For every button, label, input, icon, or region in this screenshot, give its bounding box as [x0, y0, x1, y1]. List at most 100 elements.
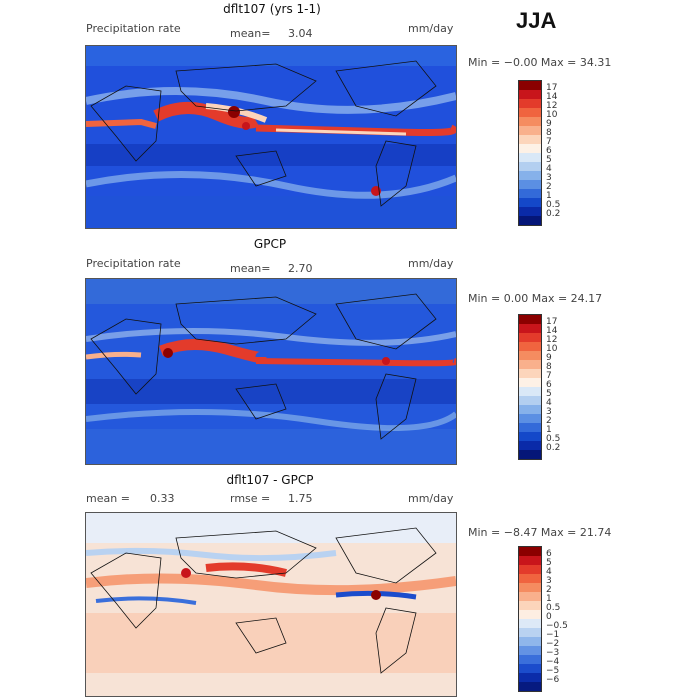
- colorbar-segment: [519, 342, 541, 351]
- colorbar-segment: [519, 556, 541, 565]
- panel-1-mean-label: mean=: [230, 27, 271, 40]
- colorbar-tick-label: 17: [546, 317, 558, 327]
- colorbar-tick-label: 6: [546, 549, 552, 559]
- colorbar-segment: [519, 369, 541, 378]
- colorbar-tick-label: 6: [546, 146, 552, 156]
- colorbar-segment: [519, 610, 541, 619]
- colorbar-segment: [519, 351, 541, 360]
- colorbar-segment: [519, 601, 541, 610]
- panel-1-units: mm/day: [408, 22, 454, 35]
- colorbar-tick-label: 4: [546, 567, 552, 577]
- panel-3-min-max: Min = −8.47 Max = 21.74: [468, 526, 612, 539]
- colorbar-segment: [519, 135, 541, 144]
- panel-1-title: dflt107 (yrs 1-1): [223, 2, 321, 16]
- panel-1-variable-label: Precipitation rate: [86, 22, 181, 35]
- colorbar-tick-label: 14: [546, 326, 558, 336]
- colorbar-segment: [519, 315, 541, 324]
- colorbar-segment: [519, 583, 541, 592]
- colorbar-tick-label: 2: [546, 416, 552, 426]
- colorbar-tick-label: −5: [546, 666, 560, 676]
- panel-2-variable-label: Precipitation rate: [86, 257, 181, 270]
- colorbar-segment: [519, 189, 541, 198]
- colorbar-tick-label: 7: [546, 137, 552, 147]
- panel-2-mean-label: mean=: [230, 262, 271, 275]
- colorbar-tick-label: 7: [546, 371, 552, 381]
- colorbar-tick-label: 17: [546, 83, 558, 93]
- colorbar-tick-label: 12: [546, 335, 558, 345]
- colorbar-segment: [519, 126, 541, 135]
- colorbar-tick-label: 14: [546, 92, 558, 102]
- colorbar-tick-label: 0.5: [546, 200, 561, 210]
- colorbar-segment: [519, 333, 541, 342]
- panel-3-map: [85, 512, 457, 697]
- colorbar-segment: [519, 153, 541, 162]
- panel-2-title: GPCP: [253, 237, 287, 251]
- colorbar-segment: [519, 144, 541, 153]
- colorbar-tick-label: −4: [546, 657, 560, 667]
- panel-3-colorbar: [518, 546, 542, 692]
- colorbar-tick-label: 1: [546, 594, 552, 604]
- colorbar-tick-label: 0.5: [546, 603, 561, 613]
- colorbar-segment: [519, 117, 541, 126]
- colorbar-segment: [519, 441, 541, 450]
- colorbar-segment: [519, 99, 541, 108]
- colorbar-tick-label: 4: [546, 398, 552, 408]
- panel-3-mean-label: mean =: [86, 492, 130, 505]
- colorbar-tick-label: 3: [546, 173, 552, 183]
- season-label: JJA: [516, 8, 557, 33]
- colorbar-segment: [519, 450, 541, 459]
- colorbar-tick-label: 8: [546, 128, 552, 138]
- colorbar-tick-label: 10: [546, 110, 558, 120]
- colorbar-tick-label: 8: [546, 362, 552, 372]
- colorbar-tick-label: 0.2: [546, 209, 561, 219]
- colorbar-tick-label: 1: [546, 425, 552, 435]
- colorbar-segment: [519, 655, 541, 664]
- colorbar-tick-label: 9: [546, 119, 552, 129]
- colorbar-segment: [519, 682, 541, 691]
- panel-3-title: dflt107 - GPCP: [226, 473, 314, 487]
- panel-3-rmse-value: 1.75: [288, 492, 313, 505]
- colorbar-tick-label: 5: [546, 155, 552, 165]
- colorbar-tick-label: −0.5: [546, 621, 568, 631]
- colorbar-tick-label: 6: [546, 380, 552, 390]
- colorbar-segment: [519, 207, 541, 216]
- panel-2-colorbar: [518, 314, 542, 460]
- colorbar-segment: [519, 423, 541, 432]
- panel-1-map: [85, 45, 457, 229]
- colorbar-tick-label: −1: [546, 630, 560, 640]
- colorbar-tick-label: 1: [546, 191, 552, 201]
- colorbar-segment: [519, 171, 541, 180]
- panel-3-rmse-label: rmse =: [230, 492, 271, 505]
- colorbar-segment: [519, 90, 541, 99]
- colorbar-tick-label: 2: [546, 585, 552, 595]
- panel-2-units: mm/day: [408, 257, 454, 270]
- colorbar-tick-label: 0: [546, 612, 552, 622]
- colorbar-segment: [519, 396, 541, 405]
- colorbar-segment: [519, 216, 541, 225]
- colorbar-segment: [519, 324, 541, 333]
- panel-2-min-max: Min = 0.00 Max = 24.17: [468, 292, 603, 305]
- colorbar-segment: [519, 180, 541, 189]
- colorbar-tick-label: −6: [546, 675, 560, 685]
- panel-2-map: [85, 278, 457, 465]
- colorbar-segment: [519, 628, 541, 637]
- colorbar-segment: [519, 387, 541, 396]
- colorbar-tick-label: 10: [546, 344, 558, 354]
- panel-3-units: mm/day: [408, 492, 454, 505]
- colorbar-segment: [519, 574, 541, 583]
- colorbar-tick-label: 3: [546, 407, 552, 417]
- colorbar-segment: [519, 198, 541, 207]
- colorbar-segment: [519, 565, 541, 574]
- colorbar-segment: [519, 619, 541, 628]
- colorbar-segment: [519, 637, 541, 646]
- colorbar-tick-label: 9: [546, 353, 552, 363]
- colorbar-segment: [519, 432, 541, 441]
- colorbar-tick-label: 4: [546, 164, 552, 174]
- colorbar-tick-label: 12: [546, 101, 558, 111]
- colorbar-segment: [519, 405, 541, 414]
- colorbar-segment: [519, 646, 541, 655]
- colorbar-segment: [519, 664, 541, 673]
- colorbar-segment: [519, 162, 541, 171]
- panel-3-mean-value: 0.33: [150, 492, 175, 505]
- panel-2-mean-value: 2.70: [288, 262, 313, 275]
